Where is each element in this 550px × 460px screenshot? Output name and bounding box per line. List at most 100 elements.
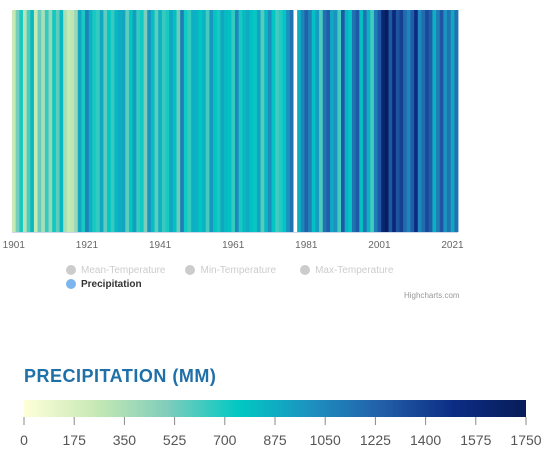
stripe[interactable] [15, 10, 20, 232]
stripe[interactable] [198, 10, 203, 232]
stripe[interactable] [421, 10, 426, 232]
legend-item-min-temperature[interactable]: Min-Temperature [185, 265, 276, 276]
stripe[interactable] [92, 10, 97, 232]
stripe[interactable] [209, 10, 214, 232]
stripe[interactable] [395, 10, 400, 232]
stripe[interactable] [22, 10, 28, 232]
stripe[interactable] [202, 10, 207, 232]
stripe[interactable] [286, 10, 291, 232]
stripe[interactable] [326, 10, 331, 232]
stripe[interactable] [253, 10, 258, 232]
stripe[interactable] [432, 10, 437, 232]
stripe[interactable] [249, 10, 254, 232]
stripe[interactable] [59, 10, 64, 232]
stripe[interactable] [213, 10, 218, 232]
stripe[interactable] [128, 10, 134, 232]
stripe[interactable] [417, 10, 422, 232]
stripe[interactable] [74, 10, 79, 232]
stripe[interactable] [103, 10, 108, 232]
stripe[interactable] [110, 10, 115, 232]
stripe[interactable] [260, 10, 265, 232]
stripe[interactable] [12, 10, 17, 232]
stripe[interactable] [366, 10, 371, 232]
stripe[interactable] [37, 10, 42, 232]
stripe[interactable] [454, 10, 459, 232]
stripe[interactable] [150, 10, 155, 232]
stripe[interactable] [315, 10, 320, 232]
stripe[interactable] [227, 10, 232, 232]
stripe[interactable] [205, 10, 210, 232]
stripe[interactable] [132, 10, 137, 232]
stripe[interactable] [125, 10, 130, 232]
stripe[interactable] [278, 10, 283, 232]
stripe[interactable] [425, 10, 430, 232]
stripe[interactable] [187, 10, 192, 232]
stripe[interactable] [70, 10, 75, 232]
stripe[interactable] [165, 10, 170, 232]
stripe[interactable] [322, 10, 327, 232]
stripe[interactable] [337, 10, 342, 232]
stripe[interactable] [384, 10, 389, 232]
stripe[interactable] [373, 10, 378, 232]
stripe[interactable] [428, 10, 433, 232]
stripe[interactable] [414, 10, 419, 232]
stripe[interactable] [436, 10, 441, 232]
stripe[interactable] [344, 10, 349, 232]
stripe[interactable] [147, 10, 152, 232]
stripe[interactable] [114, 10, 119, 232]
stripe[interactable] [81, 10, 86, 232]
stripe[interactable] [370, 10, 375, 232]
stripe[interactable] [96, 10, 101, 232]
stripe[interactable] [44, 10, 49, 232]
stripe[interactable] [399, 10, 404, 232]
stripe[interactable] [85, 10, 90, 232]
stripe[interactable] [245, 10, 251, 232]
stripe[interactable] [194, 10, 199, 232]
stripe[interactable] [333, 10, 338, 232]
stripe[interactable] [136, 10, 141, 232]
stripe[interactable] [311, 10, 316, 232]
stripe[interactable] [447, 10, 452, 232]
stripe[interactable] [439, 10, 444, 232]
stripe[interactable] [443, 10, 448, 232]
stripe[interactable] [377, 10, 382, 232]
stripe[interactable] [26, 10, 31, 232]
stripe[interactable] [77, 10, 82, 232]
stripe[interactable] [139, 10, 145, 232]
stripe[interactable] [319, 10, 324, 232]
stripe[interactable] [341, 10, 346, 232]
legend-item-precipitation[interactable]: Precipitation [66, 279, 142, 290]
stripe[interactable] [381, 10, 386, 232]
stripe[interactable] [410, 10, 415, 232]
stripe[interactable] [41, 10, 46, 232]
stripe[interactable] [406, 10, 411, 232]
stripe[interactable] [275, 10, 280, 232]
stripe[interactable] [63, 10, 68, 232]
stripe[interactable] [154, 10, 159, 232]
stripe[interactable] [30, 10, 35, 232]
stripe[interactable] [450, 10, 455, 232]
stripe[interactable] [304, 10, 309, 232]
stripe[interactable] [300, 10, 305, 232]
stripe[interactable] [172, 10, 177, 232]
stripe[interactable] [48, 10, 53, 232]
stripe[interactable] [191, 10, 196, 232]
stripe[interactable] [161, 10, 166, 232]
stripe[interactable] [121, 10, 126, 232]
stripe[interactable] [355, 10, 360, 232]
stripe[interactable] [242, 10, 247, 232]
stripe[interactable] [231, 10, 236, 232]
stripe[interactable] [264, 10, 269, 232]
stripe[interactable] [55, 10, 60, 232]
stripe[interactable] [297, 10, 302, 232]
stripe[interactable] [158, 10, 163, 232]
stripe[interactable] [118, 10, 123, 232]
stripe[interactable] [88, 10, 93, 232]
stripe[interactable] [180, 10, 185, 232]
stripe[interactable] [388, 10, 393, 232]
stripe[interactable] [183, 10, 188, 232]
stripe[interactable] [107, 10, 112, 232]
stripe[interactable] [330, 10, 335, 232]
stripe[interactable] [362, 10, 368, 232]
stripe[interactable] [99, 10, 104, 232]
